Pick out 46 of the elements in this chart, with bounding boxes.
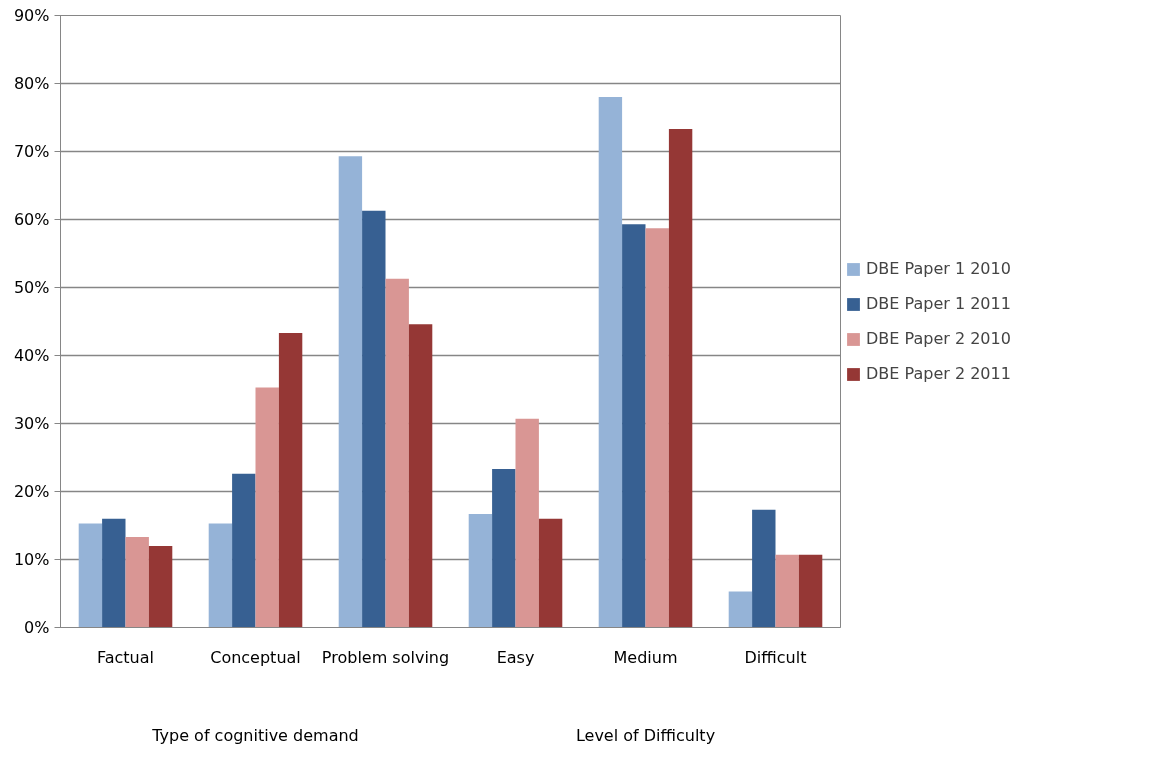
bar bbox=[338, 156, 363, 628]
bar bbox=[492, 469, 516, 628]
bar bbox=[752, 509, 776, 628]
y-tick-label: 90% bbox=[13, 6, 50, 25]
bar bbox=[668, 129, 693, 628]
x-tick-label: Factual bbox=[97, 647, 154, 667]
text: Level of Difficulty bbox=[575, 725, 716, 745]
x-tick-label: Conceptual bbox=[210, 647, 301, 667]
y-tick-label: 70% bbox=[13, 142, 50, 161]
bar bbox=[645, 228, 669, 628]
bar bbox=[515, 418, 539, 628]
y-tick-label: 20% bbox=[13, 482, 50, 501]
legend-label: DBE Paper 2 2011 bbox=[866, 364, 1011, 383]
y-tick-label: 50% bbox=[13, 278, 50, 297]
x-tick-label: Medium bbox=[613, 647, 678, 667]
y-tick-label: 0% bbox=[24, 618, 50, 637]
x-tick-label: Difficult bbox=[744, 647, 807, 667]
bar bbox=[78, 523, 103, 628]
x-tick-label: Easy bbox=[496, 647, 535, 667]
legend-label: DBE Paper 2 2010 bbox=[866, 329, 1011, 348]
legend-label: DBE Paper 1 2010 bbox=[866, 259, 1011, 278]
bar bbox=[622, 224, 646, 628]
bar bbox=[208, 523, 233, 628]
bar bbox=[232, 473, 256, 628]
bar bbox=[538, 518, 563, 628]
bar bbox=[598, 97, 623, 628]
bar bbox=[255, 387, 279, 628]
bar bbox=[468, 513, 493, 628]
bar bbox=[798, 554, 823, 628]
x-tick-label: Problem solving bbox=[321, 647, 450, 667]
bar bbox=[728, 591, 753, 628]
bar bbox=[102, 518, 126, 628]
y-tick-label: 10% bbox=[13, 550, 50, 569]
bar bbox=[125, 537, 149, 628]
legend-label: DBE Paper 1 2011 bbox=[866, 294, 1011, 313]
y-tick-label: 30% bbox=[13, 414, 50, 433]
bar bbox=[278, 333, 303, 628]
text: Type of cognitive demand bbox=[151, 725, 359, 745]
bar bbox=[408, 324, 433, 628]
bar bbox=[362, 210, 386, 628]
bar bbox=[775, 554, 799, 628]
y-tick-label: 40% bbox=[13, 346, 50, 365]
bar bbox=[385, 278, 409, 628]
bar bbox=[148, 545, 173, 628]
y-tick-label: 80% bbox=[13, 74, 50, 93]
y-tick-label: 60% bbox=[13, 210, 50, 229]
